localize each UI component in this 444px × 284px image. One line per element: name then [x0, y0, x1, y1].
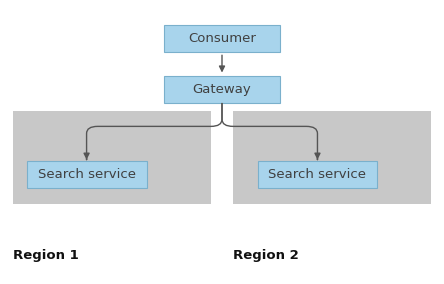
- Text: Search service: Search service: [38, 168, 135, 181]
- Text: Consumer: Consumer: [188, 32, 256, 45]
- Text: Region 1: Region 1: [13, 249, 79, 262]
- FancyBboxPatch shape: [258, 161, 377, 188]
- FancyBboxPatch shape: [27, 161, 147, 188]
- Text: Search service: Search service: [269, 168, 366, 181]
- FancyBboxPatch shape: [164, 76, 280, 103]
- FancyBboxPatch shape: [233, 111, 431, 204]
- Text: Gateway: Gateway: [193, 83, 251, 96]
- Text: Region 2: Region 2: [233, 249, 299, 262]
- FancyBboxPatch shape: [13, 111, 211, 204]
- FancyBboxPatch shape: [164, 25, 280, 52]
